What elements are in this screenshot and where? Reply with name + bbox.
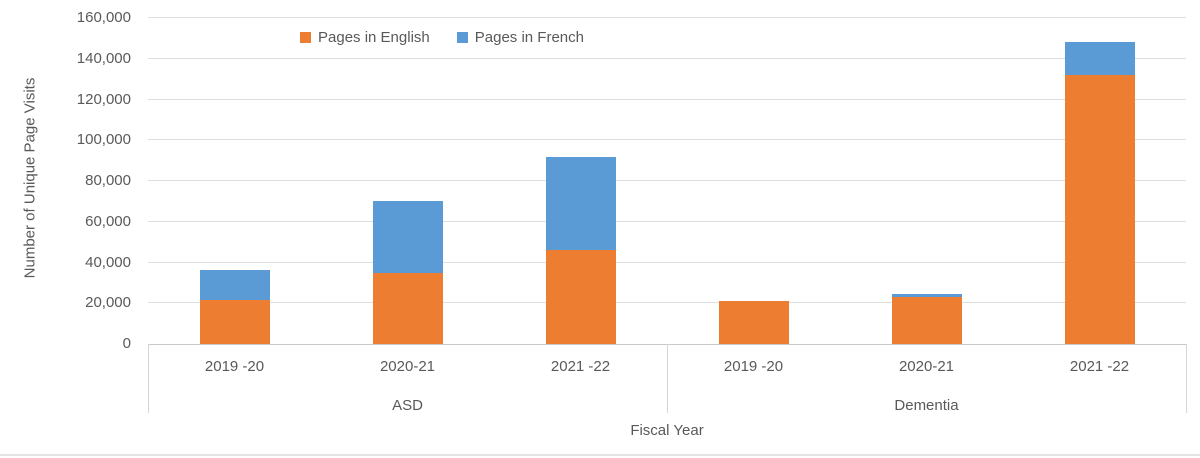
legend-item: Pages in French: [456, 29, 584, 46]
x-axis-title: Fiscal Year: [630, 422, 704, 439]
gridline: [148, 17, 1186, 18]
y-tick-label: 20,000: [85, 294, 131, 312]
x-category-label: 2020-21: [898, 358, 955, 375]
legend-label: Pages in French: [474, 29, 584, 46]
legend-swatch-icon: [300, 32, 311, 43]
bar-segment: [1064, 75, 1135, 344]
plot-area: [148, 17, 1186, 345]
x-category-label: 2021 -22: [1069, 358, 1130, 375]
x-category-label: 2019 -20: [204, 358, 265, 375]
gridline: [148, 220, 1186, 222]
x-category-label: 2019 -20: [723, 358, 784, 375]
legend-label: Pages in English: [318, 29, 430, 46]
bar-segment: [891, 297, 962, 344]
bar-segment: [372, 272, 443, 344]
y-tick-label: 0: [122, 335, 131, 352]
gridline: [148, 302, 1186, 304]
bar-segment: [545, 156, 616, 251]
chart-legend: Pages in English Pages in French: [300, 29, 584, 46]
bar-segment: [1064, 42, 1135, 76]
bar-segment: [372, 201, 443, 273]
y-tick-label: 100,000: [76, 131, 131, 149]
y-tick-label: 140,000: [76, 49, 131, 67]
gridline: [148, 98, 1186, 100]
y-tick-label: 120,000: [76, 90, 131, 108]
bar-segment: [199, 300, 270, 344]
y-tick-label: 60,000: [85, 212, 131, 230]
x-category-label: 2020-21: [379, 358, 436, 375]
x-group-label: ASD: [392, 397, 423, 414]
gridline: [148, 57, 1186, 59]
gridline: [148, 180, 1186, 181]
category-separator-line: [667, 344, 668, 413]
legend-swatch-icon: [456, 32, 468, 43]
category-separator-line: [1186, 344, 1187, 413]
y-tick-label: 40,000: [85, 253, 131, 271]
gridline: [148, 261, 1186, 263]
y-tick-label: 160,000: [76, 9, 131, 26]
gridline: [148, 139, 1186, 141]
x-category-label: 2021 -22: [550, 358, 611, 375]
bar-segment: [891, 294, 962, 298]
bar-segment: [199, 269, 270, 301]
image-bottom-border: [0, 454, 1200, 456]
x-group-label: Dementia: [894, 397, 959, 414]
bar-segment: [718, 301, 789, 344]
bar-segment: [545, 250, 616, 344]
y-tick-label: 80,000: [85, 172, 131, 189]
category-separator-line: [148, 344, 149, 413]
legend-item: Pages in English: [300, 29, 430, 46]
